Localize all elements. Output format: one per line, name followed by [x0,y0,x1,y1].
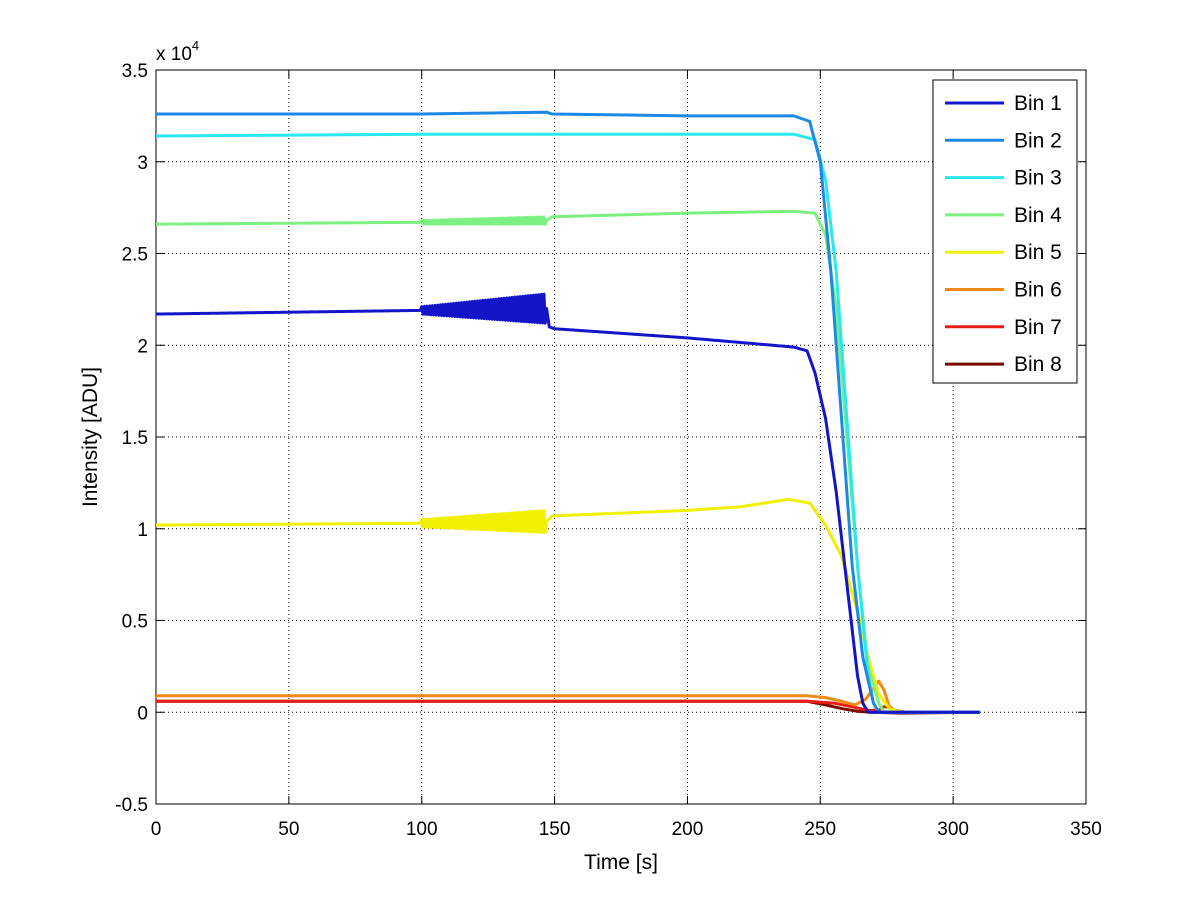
series-line-bin-4 [155,209,980,714]
x-tick-label: 200 [672,819,704,840]
x-tick-labels: 0 50 100 150 200 250 300 350 [151,819,1102,840]
x-tick-label: 350 [1070,819,1102,840]
series-lines [155,110,980,715]
y-tick-label: 3.5 [122,61,148,82]
y-tick-label: 2.5 [122,245,148,266]
x-axis-label: Time [s] [584,851,658,874]
y-tick-label: -0.5 [115,795,148,816]
legend-box [932,79,1078,384]
x-tick-label: 150 [539,819,571,840]
y-tick-label: 0.5 [122,612,148,633]
y-axis-label: Intensity [ADU] [79,367,102,507]
y-multiplier-base: x 10 [156,44,192,65]
y-tick-label: 0 [137,703,148,724]
y-multiplier-exponent: 4 [192,38,199,53]
legend-label: Bin 6 [1014,279,1062,302]
y-multiplier: x 104 [156,38,199,65]
x-tick-label: 50 [278,819,299,840]
series-line-bin-1 [155,292,980,714]
grid-lines [156,70,1086,804]
legend-label: Bin 8 [1014,353,1062,376]
x-tick-label: 300 [937,819,969,840]
series-line-bin-5 [155,497,980,714]
legend-label: Bin 2 [1014,129,1062,152]
legend-label: Bin 4 [1014,204,1062,227]
x-tick-label: 100 [406,819,438,840]
legend-label: Bin 5 [1014,241,1062,264]
series-line-bin-2 [156,110,980,714]
y-tick-labels: -0.5 0 0.5 1 1.5 2 2.5 3 3.5 [115,61,148,816]
x-tick-label: 250 [804,819,836,840]
legend-label: Bin 7 [1014,316,1062,339]
y-tick-label: 2 [137,336,148,357]
y-tick-label: 1.5 [122,428,148,449]
legend-label: Bin 1 [1014,92,1062,115]
legend-label: Bin 3 [1014,167,1062,190]
y-tick-label: 1 [137,520,148,541]
legend: Bin 1 Bin 2 Bin 3 Bin 4 Bin 5 Bin 6 Bin 7 Bin 8 [932,79,1078,384]
x-tick-label: 0 [151,819,162,840]
plot-area: 0 50 100 150 200 250 300 350 -0.500.511.522.533… [115,61,1102,840]
tick-marks [155,69,1087,805]
y-tick-label: 3 [137,153,148,174]
